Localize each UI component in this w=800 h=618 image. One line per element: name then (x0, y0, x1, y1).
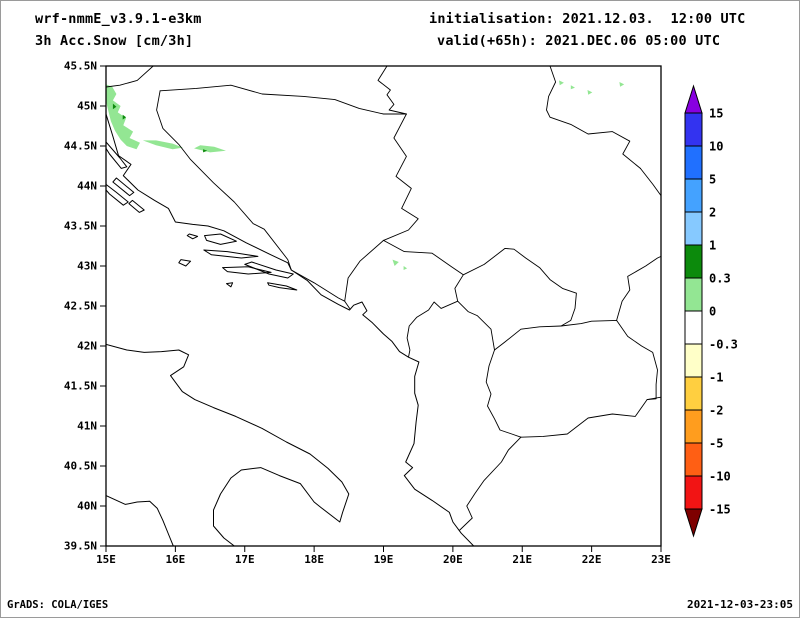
border-slovenia-croatia (106, 66, 153, 87)
y-tick-label: 41.5N (64, 380, 97, 393)
colorbar-level-label: 0 (709, 305, 716, 319)
colorbar-level-label: -10 (709, 470, 731, 484)
y-tick-label: 44N (77, 180, 97, 193)
x-tick-label: 22E (582, 553, 602, 566)
snow-patch (393, 260, 399, 266)
x-axis: 15E 16E 17E 18E 19E 20E 21E 22E 23E (96, 546, 671, 566)
coastline-east-adriatic (106, 114, 474, 546)
map (106, 66, 661, 546)
colorbar-segment (685, 311, 702, 344)
snow-patch (143, 140, 183, 149)
colorbar: 15 10 5 2 1 0.3 0 -0.3 -1 -2 -5 -10 -15 (685, 86, 738, 536)
border-bosnia-montenegro (345, 240, 384, 301)
snow-patch (404, 266, 408, 270)
colorbar-segment (685, 476, 702, 509)
colorbar-segment (685, 113, 702, 146)
coastline-italy-east (106, 344, 349, 546)
plot-area: 45.5N 45N 44.5N 44N 43.5N 43N 42.5N 42N 41.5N 41N… (1, 1, 800, 618)
plot-timestamp: 2021-12-03-23:05 (687, 598, 793, 611)
colorbar-segment (685, 278, 702, 311)
x-tick-label: 18E (304, 553, 324, 566)
colorbar-level-label: -0.3 (709, 338, 738, 352)
y-tick-label: 39.5N (64, 540, 97, 553)
snow-patch (559, 80, 564, 85)
colorbar-level-label: 0.3 (709, 272, 731, 286)
island-lastovo (227, 283, 233, 287)
snow-patch (194, 145, 226, 152)
border-macedonia-bulgaria (617, 320, 658, 399)
y-tick-label: 43.5N (64, 220, 97, 233)
snow-patch (588, 90, 593, 95)
island-dugi-otok (106, 184, 128, 205)
colorbar-level-label: 5 (709, 173, 716, 187)
island-solta (187, 234, 197, 239)
border-serbia-bulgaria (617, 256, 661, 320)
island-vis (179, 260, 191, 266)
y-tick-label: 41N (77, 420, 97, 433)
colorbar-bottom-arrow (685, 509, 702, 536)
border-serbia-montenegro (384, 240, 464, 274)
colorbar-level-label: -2 (709, 404, 723, 418)
x-tick-label: 20E (443, 553, 463, 566)
island-pag (106, 142, 127, 168)
y-tick-label: 43N (77, 260, 97, 273)
y-tick-label: 40N (77, 500, 97, 513)
island-hvar (204, 250, 258, 258)
colorbar-segment (685, 377, 702, 410)
y-tick-label: 40.5N (64, 460, 97, 473)
x-tick-label: 15E (96, 553, 116, 566)
y-tick-label: 42.5N (64, 300, 97, 313)
border-albania-greece (460, 437, 521, 530)
snow-patch (571, 85, 575, 89)
y-tick-label: 45N (77, 100, 97, 113)
colorbar-level-label: 2 (709, 206, 716, 220)
grads-plot-page: wrf-nmmE_v3.9.1-e3km 3h Acc.Snow [cm/3h]… (0, 0, 800, 618)
colorbar-level-label: -1 (709, 371, 723, 385)
map-frame (106, 66, 661, 546)
border-croatia-bosnia-sava (160, 85, 406, 114)
y-tick-label: 45.5N (64, 60, 97, 73)
border-bosnia-serbia-drina (384, 114, 419, 240)
grads-credit: GrADS: COLA/IGES (7, 599, 108, 611)
border-montenegro-albania (407, 301, 458, 357)
y-tick-label: 44.5N (64, 140, 97, 153)
colorbar-level-label: 10 (709, 140, 723, 154)
coastline-layer (106, 114, 474, 546)
y-tick-label: 42N (77, 340, 97, 353)
coastline-peljesac (245, 262, 293, 278)
island-korcula (223, 267, 272, 274)
colorbar-segment (685, 344, 702, 377)
colorbar-segment (685, 212, 702, 245)
x-tick-label: 17E (235, 553, 255, 566)
colorbar-level-label: 1 (709, 239, 716, 253)
border-macedonia-greece (521, 397, 661, 437)
colorbar-segment (685, 179, 702, 212)
x-tick-label: 21E (512, 553, 532, 566)
y-axis: 45.5N 45N 44.5N 44N 43.5N 43N 42.5N 42N 41.5N 41N… (64, 60, 106, 553)
border-layer (106, 66, 661, 530)
colorbar-level-label: -5 (709, 437, 723, 451)
colorbar-segment (685, 410, 702, 443)
island-kornati (129, 200, 144, 212)
x-tick-label: 16E (165, 553, 185, 566)
border-kosovo (455, 248, 577, 350)
island-mljet (268, 283, 297, 290)
border-croatia-serbia (378, 66, 406, 114)
coastline-italy-west (106, 496, 173, 546)
colorbar-level-label: -15 (709, 503, 731, 517)
island-brac (205, 234, 237, 244)
colorbar-level-label: 15 (709, 107, 723, 121)
border-bulgaria-romania (640, 168, 661, 195)
border-albania-macedonia (486, 350, 521, 437)
colorbar-segment (685, 245, 702, 278)
colorbar-segment (685, 443, 702, 476)
colorbar-top-arrow (685, 86, 702, 113)
border-croatia-bosnia-west (157, 91, 292, 270)
island-pasman (113, 178, 134, 196)
x-tick-label: 19E (374, 553, 394, 566)
snow-patch (619, 82, 624, 87)
colorbar-segment (685, 146, 702, 179)
x-tick-label: 23E (651, 553, 671, 566)
